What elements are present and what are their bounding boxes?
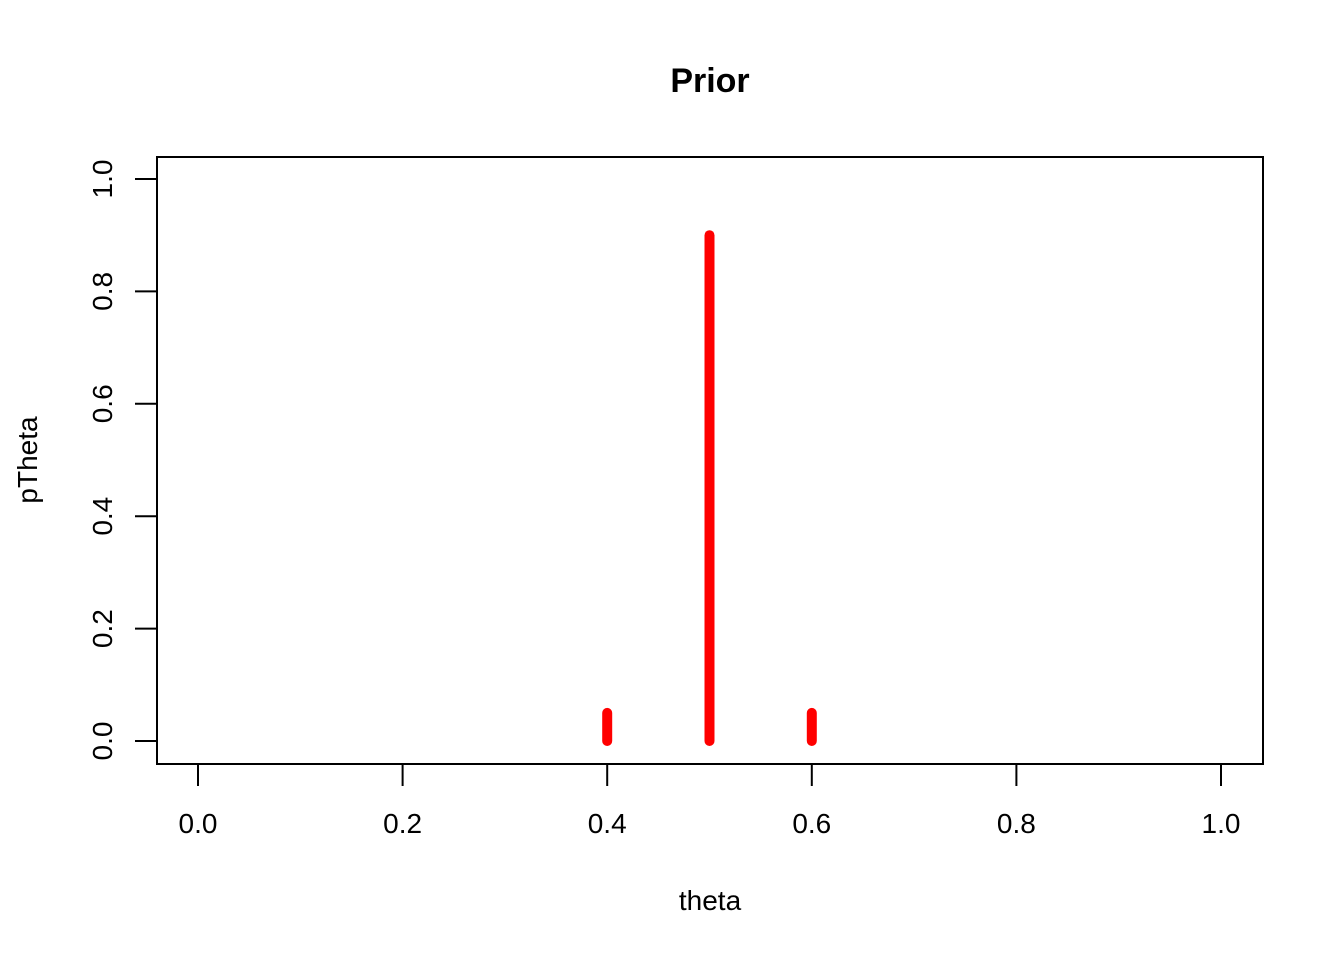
series-layer	[602, 230, 817, 746]
x-tick-label: 0.8	[997, 808, 1036, 839]
y-tick-label: 0.8	[87, 272, 118, 311]
y-tick-label: 0.6	[87, 384, 118, 423]
x-tick-label: 0.6	[792, 808, 831, 839]
y-axis: 0.0 0.2 0.4 0.6 0.8 1.0	[87, 160, 158, 761]
x-axis: 0.0 0.2 0.4 0.6 0.8 1.0	[179, 763, 1241, 839]
y-axis-label: pTheta	[12, 416, 43, 504]
chart-title: Prior	[670, 62, 749, 100]
x-axis-label: theta	[679, 885, 742, 916]
y-tick-label: 0.0	[87, 722, 118, 761]
x-tick-label: 1.0	[1202, 808, 1241, 839]
y-tick-label: 0.4	[87, 497, 118, 536]
y-tick-label: 1.0	[87, 160, 118, 199]
y-tick-label: 0.2	[87, 609, 118, 648]
x-tick-label: 0.2	[383, 808, 422, 839]
x-tick-label: 0.4	[588, 808, 627, 839]
x-tick-label: 0.0	[179, 808, 218, 839]
